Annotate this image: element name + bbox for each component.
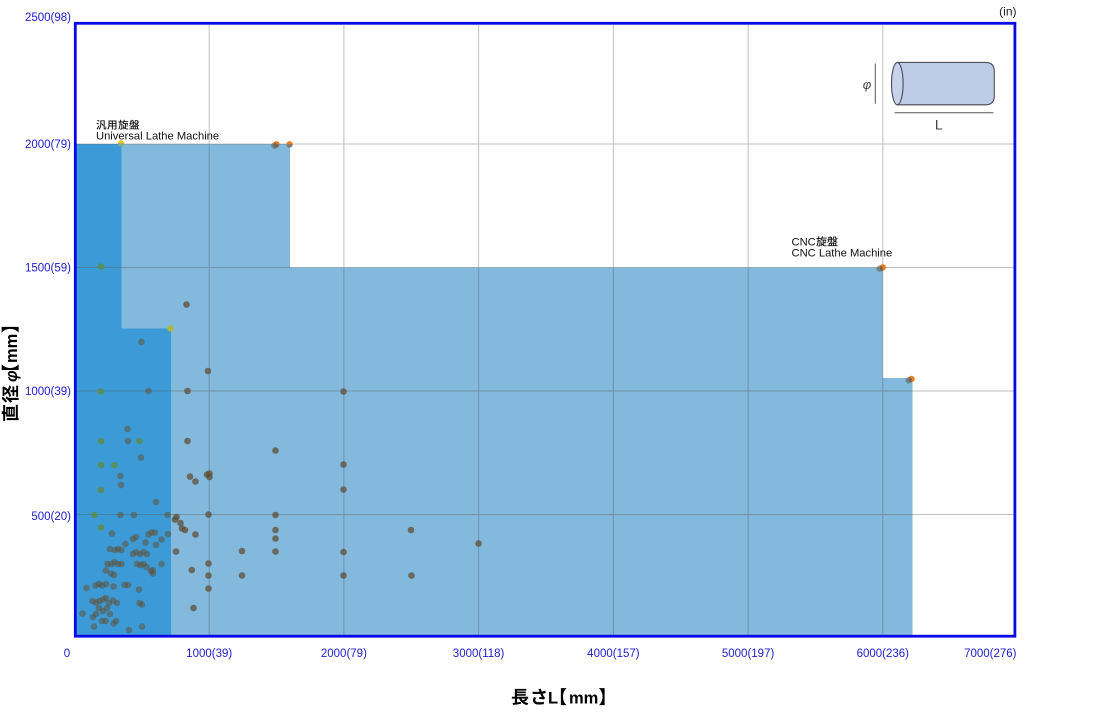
svg-text:L: L [935,117,943,133]
svg-text:Universal Lathe Machine: Universal Lathe Machine [96,130,219,142]
svg-text:7000(276): 7000(276) [964,648,1017,660]
svg-text:2000(79): 2000(79) [25,139,71,151]
svg-text:φ: φ [3,370,21,382]
svg-text:CNC: CNC [792,237,816,249]
svg-text:φ: φ [863,77,872,92]
svg-text:L: L [548,690,558,708]
svg-text:CNC Lathe Machine: CNC Lathe Machine [792,248,893,260]
svg-text:1000(39): 1000(39) [186,648,232,660]
svg-text:3000(118): 3000(118) [453,648,505,660]
svg-text:4000(157): 4000(157) [587,648,640,660]
svg-text:(in): (in) [999,5,1016,19]
svg-text:6000(236): 6000(236) [857,648,910,660]
svg-text:1500(59): 1500(59) [25,263,71,275]
svg-text:mm: mm [3,334,21,363]
svg-text:1000(39): 1000(39) [25,386,71,398]
svg-text:5000(197): 5000(197) [722,648,775,660]
svg-text:2000(79): 2000(79) [321,648,367,660]
svg-text:500(20): 500(20) [31,511,71,523]
svg-text:0: 0 [64,648,70,660]
svg-text:2500(98): 2500(98) [25,12,71,24]
svg-text:mm: mm [569,690,598,708]
